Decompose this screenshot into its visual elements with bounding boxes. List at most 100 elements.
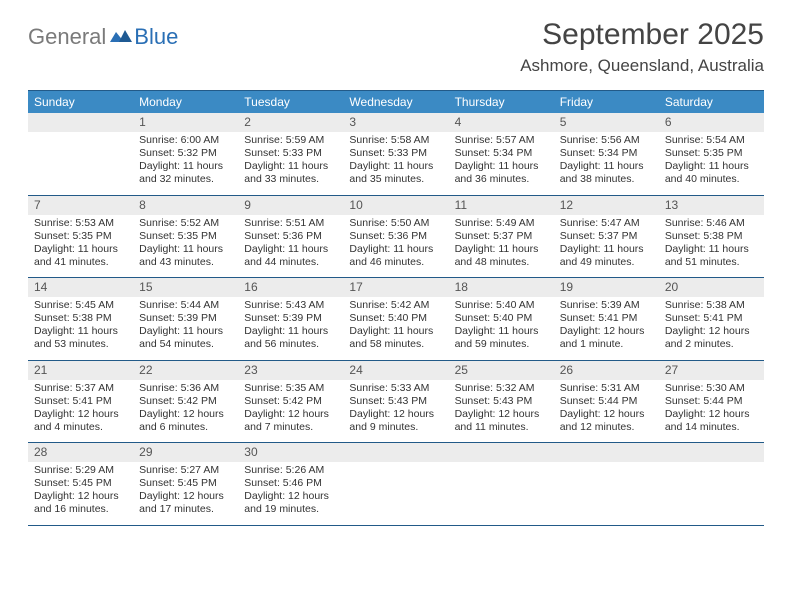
sunset-text: Sunset: 5:38 PM xyxy=(34,312,127,325)
day-number: 29 xyxy=(133,443,238,462)
daylight2-text: and 1 minute. xyxy=(560,338,653,351)
day-number: 26 xyxy=(554,361,659,380)
week-row: 7Sunrise: 5:53 AMSunset: 5:35 PMDaylight… xyxy=(28,196,764,279)
sunset-text: Sunset: 5:36 PM xyxy=(349,230,442,243)
sunrise-text: Sunrise: 5:57 AM xyxy=(455,134,548,147)
daylight2-text: and 35 minutes. xyxy=(349,173,442,186)
daylight1-text: Daylight: 11 hours xyxy=(349,160,442,173)
daylight1-text: Daylight: 11 hours xyxy=(665,160,758,173)
daylight1-text: Daylight: 12 hours xyxy=(139,490,232,503)
sunset-text: Sunset: 5:41 PM xyxy=(665,312,758,325)
sunset-text: Sunset: 5:43 PM xyxy=(455,395,548,408)
cell-body: Sunrise: 5:49 AMSunset: 5:37 PMDaylight:… xyxy=(449,215,554,278)
sunrise-text: Sunrise: 5:40 AM xyxy=(455,299,548,312)
cell-body: Sunrise: 5:50 AMSunset: 5:36 PMDaylight:… xyxy=(343,215,448,278)
daylight1-text: Daylight: 12 hours xyxy=(665,408,758,421)
calendar: Sunday Monday Tuesday Wednesday Thursday… xyxy=(28,90,764,526)
day-number: 5 xyxy=(554,113,659,132)
daylight1-text: Daylight: 11 hours xyxy=(455,160,548,173)
calendar-cell: 11Sunrise: 5:49 AMSunset: 5:37 PMDayligh… xyxy=(449,196,554,278)
cell-body: Sunrise: 5:32 AMSunset: 5:43 PMDaylight:… xyxy=(449,380,554,443)
cell-body: Sunrise: 5:51 AMSunset: 5:36 PMDaylight:… xyxy=(238,215,343,278)
sunset-text: Sunset: 5:44 PM xyxy=(665,395,758,408)
sunset-text: Sunset: 5:35 PM xyxy=(34,230,127,243)
day-header-monday: Monday xyxy=(133,91,238,113)
sunset-text: Sunset: 5:40 PM xyxy=(455,312,548,325)
daylight2-text: and 11 minutes. xyxy=(455,421,548,434)
sunrise-text: Sunrise: 5:52 AM xyxy=(139,217,232,230)
day-number: 1 xyxy=(133,113,238,132)
sunrise-text: Sunrise: 5:45 AM xyxy=(34,299,127,312)
daylight2-text: and 2 minutes. xyxy=(665,338,758,351)
sunrise-text: Sunrise: 5:31 AM xyxy=(560,382,653,395)
sunrise-text: Sunrise: 5:37 AM xyxy=(34,382,127,395)
cell-body xyxy=(554,462,659,520)
week-row: 14Sunrise: 5:45 AMSunset: 5:38 PMDayligh… xyxy=(28,278,764,361)
day-number xyxy=(28,113,133,132)
day-header-friday: Friday xyxy=(554,91,659,113)
cell-body: Sunrise: 5:47 AMSunset: 5:37 PMDaylight:… xyxy=(554,215,659,278)
sunrise-text: Sunrise: 5:42 AM xyxy=(349,299,442,312)
cell-body: Sunrise: 5:39 AMSunset: 5:41 PMDaylight:… xyxy=(554,297,659,360)
day-header-row: Sunday Monday Tuesday Wednesday Thursday… xyxy=(28,90,764,113)
day-header-saturday: Saturday xyxy=(659,91,764,113)
sunrise-text: Sunrise: 5:39 AM xyxy=(560,299,653,312)
sunset-text: Sunset: 5:39 PM xyxy=(139,312,232,325)
brand-text-general: General xyxy=(28,24,106,50)
day-number: 25 xyxy=(449,361,554,380)
day-number: 19 xyxy=(554,278,659,297)
daylight2-text: and 12 minutes. xyxy=(560,421,653,434)
calendar-cell: 14Sunrise: 5:45 AMSunset: 5:38 PMDayligh… xyxy=(28,278,133,360)
daylight1-text: Daylight: 11 hours xyxy=(455,325,548,338)
daylight2-text: and 56 minutes. xyxy=(244,338,337,351)
calendar-cell: 20Sunrise: 5:38 AMSunset: 5:41 PMDayligh… xyxy=(659,278,764,360)
calendar-cell: 29Sunrise: 5:27 AMSunset: 5:45 PMDayligh… xyxy=(133,443,238,525)
cell-body: Sunrise: 5:33 AMSunset: 5:43 PMDaylight:… xyxy=(343,380,448,443)
daylight1-text: Daylight: 11 hours xyxy=(560,243,653,256)
daylight2-text: and 33 minutes. xyxy=(244,173,337,186)
sunset-text: Sunset: 5:42 PM xyxy=(139,395,232,408)
calendar-cell: 5Sunrise: 5:56 AMSunset: 5:34 PMDaylight… xyxy=(554,113,659,195)
day-header-tuesday: Tuesday xyxy=(238,91,343,113)
day-number xyxy=(449,443,554,462)
day-number xyxy=(554,443,659,462)
calendar-cell: 6Sunrise: 5:54 AMSunset: 5:35 PMDaylight… xyxy=(659,113,764,195)
daylight2-text: and 36 minutes. xyxy=(455,173,548,186)
calendar-cell: 4Sunrise: 5:57 AMSunset: 5:34 PMDaylight… xyxy=(449,113,554,195)
sunset-text: Sunset: 5:40 PM xyxy=(349,312,442,325)
day-number: 3 xyxy=(343,113,448,132)
daylight2-text: and 54 minutes. xyxy=(139,338,232,351)
sunrise-text: Sunrise: 5:49 AM xyxy=(455,217,548,230)
calendar-cell xyxy=(449,443,554,525)
weeks-container: 1Sunrise: 6:00 AMSunset: 5:32 PMDaylight… xyxy=(28,113,764,526)
sunset-text: Sunset: 5:41 PM xyxy=(560,312,653,325)
sunset-text: Sunset: 5:37 PM xyxy=(455,230,548,243)
calendar-cell: 9Sunrise: 5:51 AMSunset: 5:36 PMDaylight… xyxy=(238,196,343,278)
day-number: 10 xyxy=(343,196,448,215)
calendar-cell: 22Sunrise: 5:36 AMSunset: 5:42 PMDayligh… xyxy=(133,361,238,443)
sunrise-text: Sunrise: 6:00 AM xyxy=(139,134,232,147)
week-row: 1Sunrise: 6:00 AMSunset: 5:32 PMDaylight… xyxy=(28,113,764,196)
daylight1-text: Daylight: 12 hours xyxy=(34,408,127,421)
day-number: 17 xyxy=(343,278,448,297)
cell-body: Sunrise: 5:44 AMSunset: 5:39 PMDaylight:… xyxy=(133,297,238,360)
brand-text-blue: Blue xyxy=(134,24,178,50)
sunset-text: Sunset: 5:35 PM xyxy=(665,147,758,160)
calendar-cell: 25Sunrise: 5:32 AMSunset: 5:43 PMDayligh… xyxy=(449,361,554,443)
day-header-wednesday: Wednesday xyxy=(343,91,448,113)
daylight1-text: Daylight: 11 hours xyxy=(244,243,337,256)
day-number: 11 xyxy=(449,196,554,215)
cell-body: Sunrise: 5:52 AMSunset: 5:35 PMDaylight:… xyxy=(133,215,238,278)
location-label: Ashmore, Queensland, Australia xyxy=(520,56,764,76)
daylight1-text: Daylight: 11 hours xyxy=(349,243,442,256)
cell-body: Sunrise: 5:58 AMSunset: 5:33 PMDaylight:… xyxy=(343,132,448,195)
calendar-cell: 7Sunrise: 5:53 AMSunset: 5:35 PMDaylight… xyxy=(28,196,133,278)
sunrise-text: Sunrise: 5:54 AM xyxy=(665,134,758,147)
sunrise-text: Sunrise: 5:38 AM xyxy=(665,299,758,312)
day-header-thursday: Thursday xyxy=(449,91,554,113)
calendar-cell: 3Sunrise: 5:58 AMSunset: 5:33 PMDaylight… xyxy=(343,113,448,195)
daylight2-text: and 38 minutes. xyxy=(560,173,653,186)
sunset-text: Sunset: 5:42 PM xyxy=(244,395,337,408)
cell-body: Sunrise: 5:57 AMSunset: 5:34 PMDaylight:… xyxy=(449,132,554,195)
cell-body xyxy=(659,462,764,520)
